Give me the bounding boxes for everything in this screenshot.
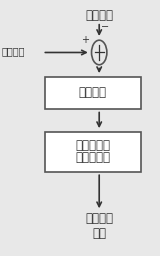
Text: 交流驱动: 交流驱动 — [85, 212, 113, 226]
Text: 信号: 信号 — [92, 227, 106, 240]
Text: 号幅度调整: 号幅度调整 — [75, 151, 110, 164]
FancyBboxPatch shape — [45, 77, 141, 109]
Text: 控制算法: 控制算法 — [79, 86, 107, 99]
Text: 幅度信号: 幅度信号 — [85, 9, 113, 22]
Text: 交流驱动信: 交流驱动信 — [75, 139, 110, 152]
FancyBboxPatch shape — [45, 132, 141, 172]
Text: 参考幅度: 参考幅度 — [2, 46, 25, 56]
Text: +: + — [81, 35, 89, 45]
Text: −: − — [101, 22, 109, 32]
